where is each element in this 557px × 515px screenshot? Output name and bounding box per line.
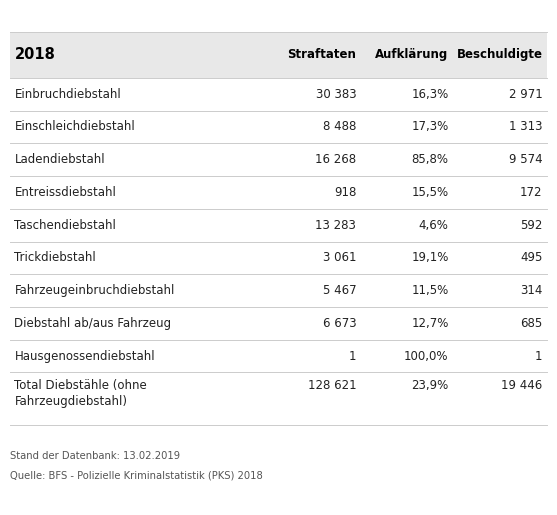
Text: Einbruchdiebstahl: Einbruchdiebstahl [14,88,121,100]
Text: 592: 592 [520,219,543,232]
Text: 172: 172 [520,186,543,199]
Text: 2018: 2018 [14,47,55,62]
Text: Total Diebstähle (ohne
Fahrzeugdiebstahl): Total Diebstähle (ohne Fahrzeugdiebstahl… [14,379,147,408]
Text: Trickdiebstahl: Trickdiebstahl [14,251,96,264]
Text: 12,7%: 12,7% [411,317,448,330]
Text: Taschendiebstahl: Taschendiebstahl [14,219,116,232]
Text: 17,3%: 17,3% [411,121,448,133]
Text: 4,6%: 4,6% [419,219,448,232]
Bar [10,143,547,176]
Bar [10,32,547,78]
Bar [10,340,547,372]
Text: Einschleichdiebstahl: Einschleichdiebstahl [14,121,135,133]
Text: 11,5%: 11,5% [411,284,448,297]
Text: Hausgenossendiebstahl: Hausgenossendiebstahl [14,350,155,363]
Text: 2 971: 2 971 [509,88,543,100]
Bar [10,274,547,307]
Text: 9 574: 9 574 [509,153,543,166]
Text: 30 383: 30 383 [316,88,356,100]
Text: 495: 495 [520,251,543,264]
Text: 19,1%: 19,1% [411,251,448,264]
Bar [10,242,547,274]
Text: Fahrzeugeinbruchdiebstahl: Fahrzeugeinbruchdiebstahl [14,284,175,297]
Text: 13 283: 13 283 [315,219,356,232]
Bar [10,176,547,209]
Text: 128 621: 128 621 [307,379,356,392]
Text: 19 446: 19 446 [501,379,543,392]
Text: Stand der Datenbank: 13.02.2019: Stand der Datenbank: 13.02.2019 [10,451,180,460]
Text: Ladendiebstahl: Ladendiebstahl [14,153,105,166]
Text: Straftaten: Straftaten [287,48,356,61]
Text: 8 488: 8 488 [323,121,356,133]
Bar [10,209,547,242]
Text: 16 268: 16 268 [315,153,356,166]
Bar [10,78,547,111]
Text: 15,5%: 15,5% [412,186,448,199]
Text: 314: 314 [520,284,543,297]
Bar [10,372,547,425]
Text: Diebstahl ab/aus Fahrzeug: Diebstahl ab/aus Fahrzeug [14,317,172,330]
Text: 1: 1 [535,350,543,363]
Text: 6 673: 6 673 [323,317,356,330]
Text: 16,3%: 16,3% [411,88,448,100]
Text: Beschuldigte: Beschuldigte [457,48,543,61]
Text: 1: 1 [349,350,356,363]
Text: 100,0%: 100,0% [404,350,448,363]
Text: 5 467: 5 467 [323,284,356,297]
Text: Entreissdiebstahl: Entreissdiebstahl [14,186,116,199]
Text: Aufklärung: Aufklärung [375,48,448,61]
Bar [10,307,547,340]
Text: 685: 685 [520,317,543,330]
Text: Quelle: BFS - Polizielle Kriminalstatistik (PKS) 2018: Quelle: BFS - Polizielle Kriminalstatist… [10,470,263,480]
Text: 918: 918 [334,186,356,199]
Text: 3 061: 3 061 [323,251,356,264]
Text: 23,9%: 23,9% [411,379,448,392]
Text: 1 313: 1 313 [509,121,543,133]
Text: 85,8%: 85,8% [412,153,448,166]
Bar [10,111,547,143]
